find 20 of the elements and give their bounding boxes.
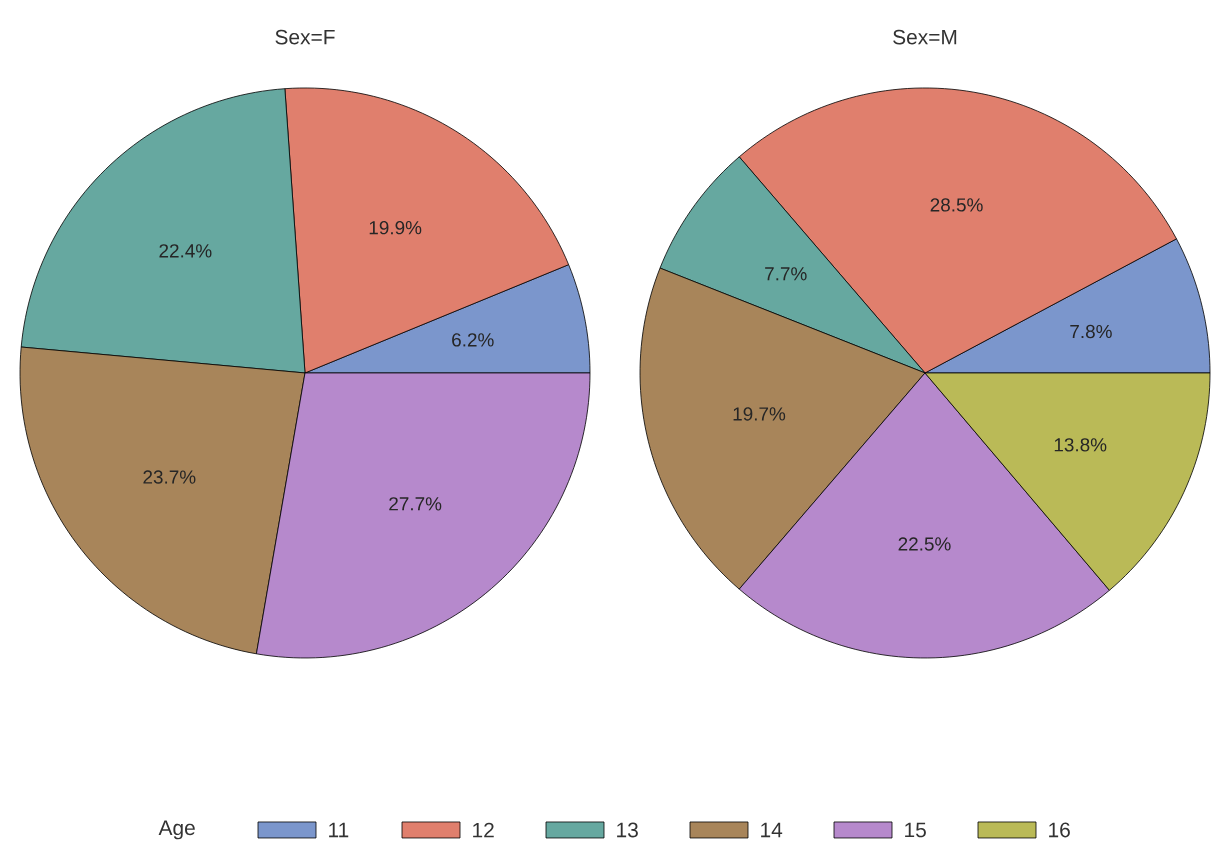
data-label: 27.7% xyxy=(389,497,442,511)
data-label: 28.5% xyxy=(930,198,983,212)
legend-label: 15 xyxy=(905,822,926,838)
data-label: 7.8% xyxy=(1070,324,1112,339)
legend-label: 16 xyxy=(1049,822,1070,838)
data-label: 19.9% xyxy=(369,220,422,235)
data-label: 22.4% xyxy=(159,244,212,258)
legend-title: Age xyxy=(158,820,195,840)
legend-label: 14 xyxy=(761,822,783,838)
data-label: 23.7% xyxy=(143,470,196,484)
data-label: 7.7% xyxy=(765,267,807,281)
data-label: 19.7% xyxy=(733,407,786,421)
legend-label: 11 xyxy=(329,822,349,838)
chart-title: Sex=F xyxy=(275,29,335,45)
legend-label: 12 xyxy=(473,822,494,838)
legend-label: 13 xyxy=(617,822,638,838)
data-label: 22.5% xyxy=(898,537,951,551)
data-label: 6.2% xyxy=(452,333,494,347)
data-label: 13.8% xyxy=(1054,438,1107,452)
chart-title: Sex=M xyxy=(893,29,957,45)
